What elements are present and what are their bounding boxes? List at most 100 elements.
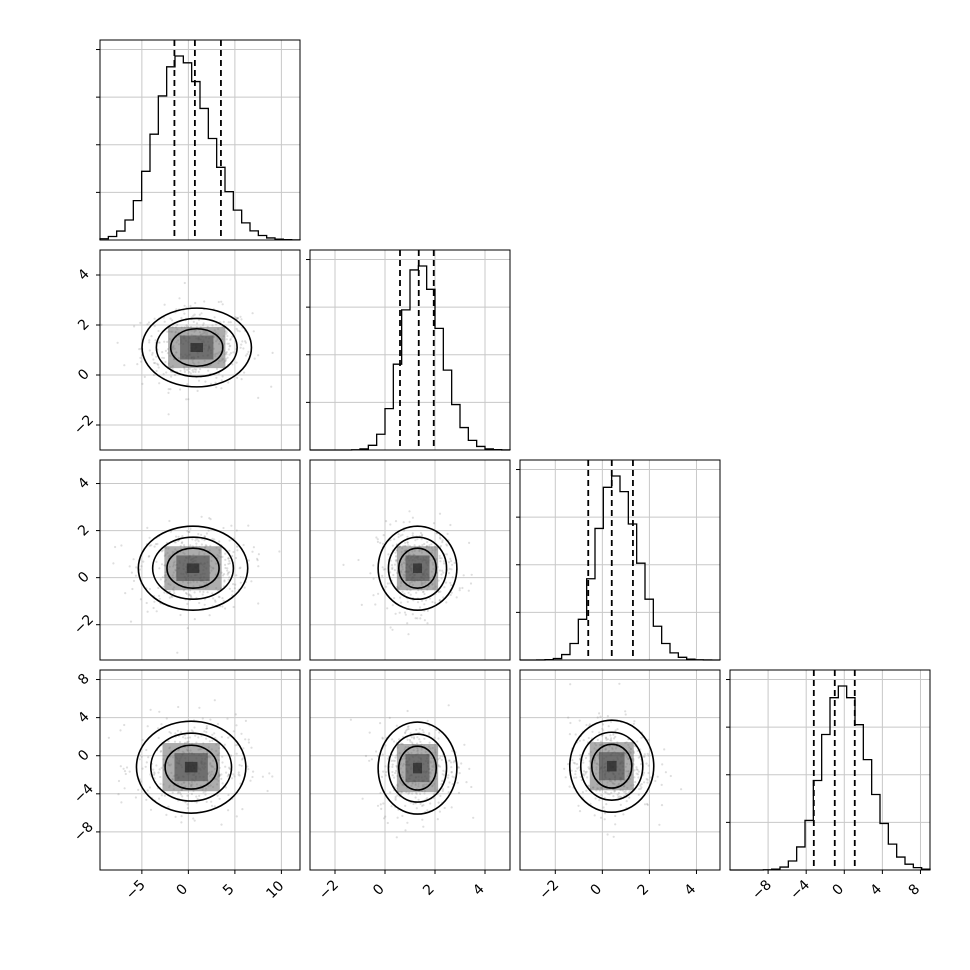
scatter-point bbox=[221, 605, 224, 608]
scatter-point bbox=[582, 773, 585, 776]
scatter-point bbox=[165, 371, 168, 374]
x-tick-label-param-3: 0 bbox=[829, 881, 847, 899]
scatter-point bbox=[211, 537, 214, 541]
scatter-point bbox=[634, 781, 637, 784]
scatter-point bbox=[596, 716, 599, 719]
scatter-point bbox=[663, 748, 666, 751]
scatter-point bbox=[226, 717, 229, 720]
scatter-point bbox=[227, 557, 230, 560]
scatter-point bbox=[583, 774, 586, 777]
scatter-point bbox=[381, 542, 385, 545]
scatter-point bbox=[180, 731, 183, 734]
scatter-point bbox=[414, 617, 417, 620]
scatter-point bbox=[393, 569, 396, 572]
scatter-point bbox=[225, 332, 228, 335]
scatter-point bbox=[187, 730, 190, 733]
scatter-point bbox=[445, 543, 448, 546]
scatter-point bbox=[389, 571, 392, 574]
scatter-point bbox=[203, 730, 206, 733]
scatter-point bbox=[447, 704, 450, 707]
scatter-point bbox=[394, 797, 397, 800]
scatter-point bbox=[192, 370, 195, 373]
scatter-point bbox=[411, 792, 414, 795]
scatter-point bbox=[406, 622, 409, 625]
contour-0-3-1 bbox=[149, 732, 233, 802]
scatter-point bbox=[240, 378, 243, 381]
scatter-point bbox=[618, 795, 621, 798]
scatter-point bbox=[203, 535, 206, 538]
scatter-point bbox=[251, 312, 254, 315]
scatter-point bbox=[163, 320, 166, 323]
scatter-point bbox=[426, 797, 429, 800]
scatter-point bbox=[140, 565, 143, 568]
scatter-point bbox=[377, 592, 380, 595]
scatter-point bbox=[234, 713, 237, 716]
scatter-point bbox=[220, 300, 223, 303]
scatter-point bbox=[205, 727, 208, 730]
scatter-point bbox=[150, 335, 153, 338]
scatter-point bbox=[569, 683, 572, 686]
scatter-point bbox=[257, 565, 260, 568]
scatter-point bbox=[239, 576, 242, 579]
scatter-point bbox=[227, 773, 230, 776]
scatter-point bbox=[606, 833, 609, 836]
scatter-point bbox=[183, 304, 186, 307]
scatter-point bbox=[123, 787, 126, 790]
scatter-point bbox=[226, 573, 229, 576]
scatter-point bbox=[125, 766, 129, 769]
scatter-point bbox=[444, 581, 448, 584]
scatter-point bbox=[404, 731, 407, 734]
scatter-point bbox=[174, 815, 177, 819]
scatter-point bbox=[567, 716, 570, 719]
scatter-point bbox=[225, 331, 228, 334]
contour-1-3-2 bbox=[377, 721, 458, 815]
scatter-point bbox=[181, 795, 184, 798]
scatter-point bbox=[342, 563, 345, 567]
contour-1-3-0 bbox=[397, 745, 438, 791]
scatter-point bbox=[202, 322, 205, 325]
scatter-point bbox=[230, 754, 233, 757]
density-block-1-2-2 bbox=[413, 563, 422, 574]
scatter-point bbox=[227, 571, 230, 575]
scatter-point bbox=[393, 597, 396, 600]
scatter-point bbox=[152, 606, 155, 610]
scatter-point bbox=[197, 370, 200, 373]
scatter-point bbox=[419, 740, 422, 743]
histogram-panel-0 bbox=[99, 39, 301, 241]
scatter-point bbox=[579, 754, 582, 757]
scatter-point bbox=[158, 597, 161, 600]
scatter-point bbox=[216, 722, 220, 726]
scatter-point bbox=[390, 805, 393, 808]
scatter-point bbox=[394, 771, 397, 775]
scatter-point bbox=[616, 793, 619, 796]
scatter-point bbox=[167, 805, 170, 808]
scatter-point bbox=[238, 764, 241, 767]
scatter-point bbox=[153, 317, 156, 320]
scatter-point bbox=[584, 756, 588, 760]
scatter-point bbox=[451, 576, 454, 579]
scatter-point bbox=[193, 819, 196, 822]
scatter-point bbox=[227, 381, 230, 384]
scatter-point bbox=[159, 578, 162, 581]
scatter-point bbox=[179, 369, 182, 372]
scatter-point bbox=[374, 603, 377, 606]
scatter-point bbox=[201, 324, 205, 327]
scatter-point bbox=[145, 798, 148, 801]
scatter-point bbox=[451, 775, 454, 778]
joint-panel-1-3 bbox=[309, 669, 511, 871]
scatter-point bbox=[215, 376, 218, 379]
scatter-point bbox=[410, 736, 413, 739]
scatter-point bbox=[193, 618, 196, 621]
scatter-point bbox=[391, 765, 394, 769]
scatter-point bbox=[153, 600, 156, 603]
scatter-point bbox=[571, 759, 574, 762]
scatter-point bbox=[137, 788, 140, 792]
scatter-point bbox=[119, 729, 122, 732]
scatter-point bbox=[412, 802, 415, 806]
scatter-point bbox=[227, 342, 231, 345]
scatter-point bbox=[192, 320, 195, 323]
scatter-point bbox=[156, 727, 160, 730]
scatter-point bbox=[391, 544, 394, 547]
scatter-point bbox=[415, 792, 418, 795]
scatter-point bbox=[139, 780, 142, 783]
